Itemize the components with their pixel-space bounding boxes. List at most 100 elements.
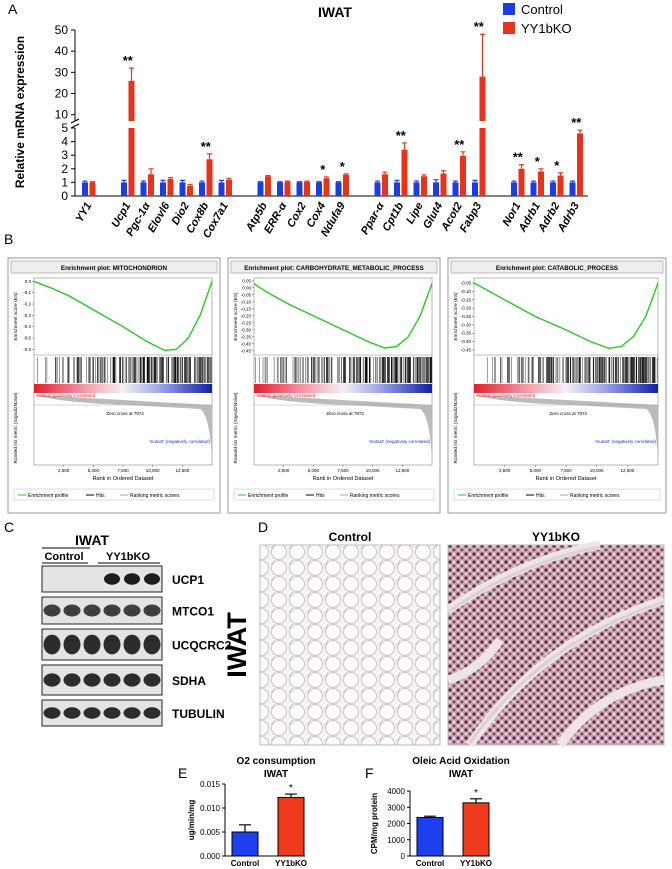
error-bar xyxy=(558,172,563,176)
bar xyxy=(277,182,283,196)
y-tick-label: 0 xyxy=(61,189,68,203)
bar xyxy=(335,182,342,196)
error-bar xyxy=(90,181,95,183)
bar xyxy=(187,185,193,196)
y-tick-label: -0.20 xyxy=(241,313,252,318)
blot-band xyxy=(143,634,161,655)
bar xyxy=(550,182,556,196)
x-tick-label: 12,500 xyxy=(620,468,634,473)
y-tick-label: 3000 xyxy=(387,803,405,812)
bar xyxy=(304,181,310,196)
significance: * xyxy=(340,159,346,174)
bar xyxy=(82,182,88,196)
bar xyxy=(557,175,564,196)
y-axis-label: ug/min/mg xyxy=(187,800,196,841)
bar xyxy=(257,182,264,196)
bar xyxy=(452,182,459,196)
error-bar xyxy=(441,170,446,174)
error-bar xyxy=(519,164,524,169)
y-tick-label: -0.4 xyxy=(23,324,31,329)
gsea-hits xyxy=(37,357,212,383)
x-tick-label: YY1 xyxy=(74,201,95,225)
x-tick-label: 5,000 xyxy=(530,468,542,473)
panel-label: B xyxy=(4,231,13,247)
error-bar xyxy=(129,67,134,81)
panel-label: E xyxy=(178,765,187,781)
enrichment-line xyxy=(253,283,433,349)
y-tick-label: -0.25 xyxy=(461,314,472,319)
bar xyxy=(323,178,330,196)
error-bar xyxy=(207,153,212,160)
legend-label: Hits xyxy=(316,493,325,499)
x-tick-label: 2,500 xyxy=(499,468,511,473)
gsea-hits xyxy=(487,357,658,383)
y-tick-label: -0.6 xyxy=(23,347,31,352)
blot-band xyxy=(103,634,121,655)
y-tick-label: -0.15 xyxy=(461,297,472,302)
bar xyxy=(167,179,174,196)
x-tick-label: 7,500 xyxy=(560,468,572,473)
blot-panel xyxy=(41,596,163,625)
blot-band xyxy=(123,604,141,617)
bar xyxy=(128,128,135,196)
bar xyxy=(440,173,447,196)
tissue-label: IWAT xyxy=(222,612,252,678)
bar xyxy=(479,76,486,121)
bar xyxy=(382,174,388,196)
y-tick-label: 0.010 xyxy=(200,804,221,813)
legend-label: Ranking metric scores xyxy=(570,493,620,499)
y-axis-label: Enrichment score (ES) xyxy=(453,292,459,341)
x-tick-label: YY1bKO xyxy=(460,859,492,868)
y-tick-label: 50 xyxy=(55,23,69,37)
y-tick-label: -0.10 xyxy=(461,289,472,294)
y-tick-label: -0.05 xyxy=(241,292,252,297)
y-tick-label: 4 xyxy=(61,135,68,149)
error-bar xyxy=(460,151,466,156)
bar xyxy=(284,181,291,196)
x-tick-label: Control xyxy=(416,859,444,868)
blot-title: IWAT xyxy=(75,532,109,548)
legend-swatch xyxy=(503,3,515,15)
significance: ** xyxy=(513,150,524,165)
y-axis-label: Enrichment score (ES) xyxy=(13,292,19,341)
error-bar xyxy=(343,173,349,175)
bar xyxy=(416,816,444,857)
histology-ko-image xyxy=(447,544,665,746)
legend-label: YY1bKO xyxy=(521,21,572,36)
control-label: 'control' (positively correlated) xyxy=(36,393,96,398)
gsea-title-box xyxy=(10,260,218,274)
legend-label: Enrichment profile xyxy=(28,493,69,499)
significance: ** xyxy=(123,53,134,68)
blot-band xyxy=(83,673,101,687)
y-tick-label: -0.15 xyxy=(241,306,252,311)
bar xyxy=(231,831,259,857)
bar xyxy=(148,174,154,196)
blot-band xyxy=(103,707,121,719)
bar xyxy=(343,174,349,196)
error-bar xyxy=(531,180,536,183)
blot-panel xyxy=(41,565,163,593)
blot-band xyxy=(103,604,121,617)
error-bar xyxy=(187,183,193,186)
y-tick-label: 0.00 xyxy=(242,285,251,290)
bar xyxy=(218,182,225,196)
error-bar xyxy=(168,177,173,179)
blot-band xyxy=(104,573,120,585)
bar xyxy=(511,182,517,196)
panel-label: A xyxy=(8,1,18,17)
x-axis-label: Rank in Ordered Dataset xyxy=(93,476,154,482)
error-bar xyxy=(180,179,185,183)
gsea-title: Enrichment plot: CARBOHYDRATE_METABOLIC_… xyxy=(244,265,424,272)
significance: ** xyxy=(201,139,212,154)
enrichment-line xyxy=(473,282,659,350)
rank-colorbar xyxy=(34,384,212,393)
x-tick-label: 2,500 xyxy=(58,468,70,473)
panel-label: C xyxy=(4,519,14,535)
error-bar xyxy=(304,180,310,182)
y-tick-label: -0.35 xyxy=(241,334,252,339)
error-bar xyxy=(394,179,400,183)
x-tick-label: Control xyxy=(231,859,259,868)
y-tick-label: 1000 xyxy=(387,836,405,845)
mutant-label: 'mutant' (negatively correlated) xyxy=(149,439,211,444)
